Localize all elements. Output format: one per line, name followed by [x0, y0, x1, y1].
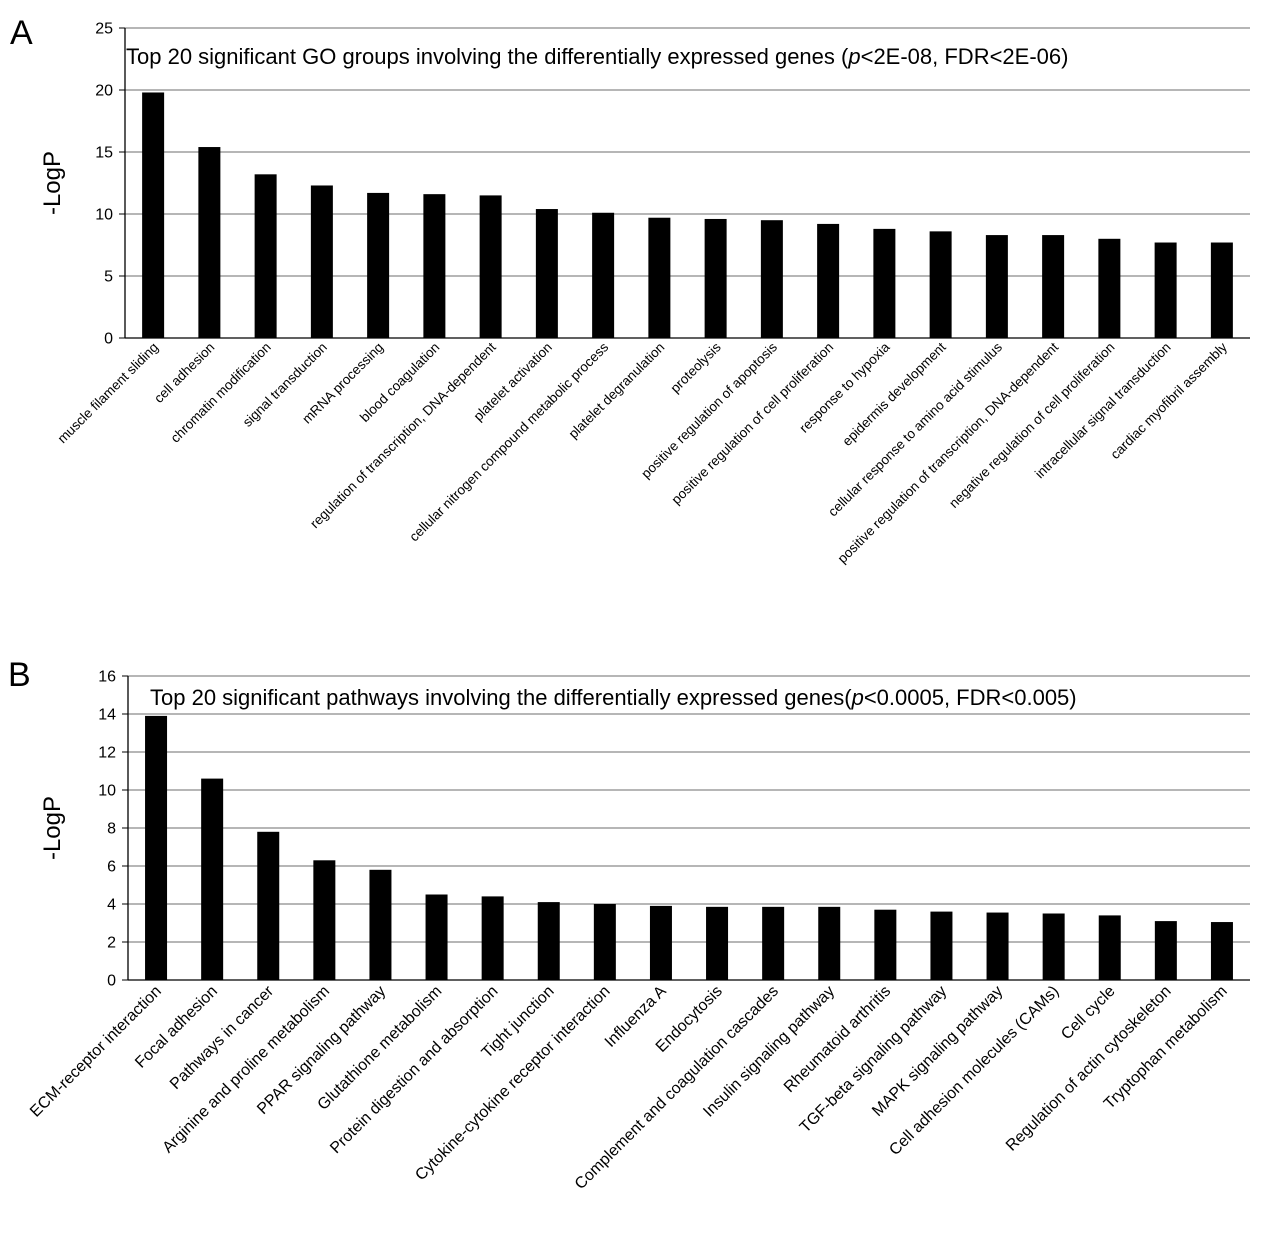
- x-tick-label: cellular nitrogen compound metabolic pro…: [406, 339, 611, 544]
- y-tick-label: 4: [107, 897, 116, 914]
- x-tick-label: muscle filament sliding: [55, 340, 162, 447]
- x-tick-label: Rheumatoid arthritis: [781, 983, 894, 1096]
- bar: [929, 231, 952, 338]
- y-axis-label: -LogP: [39, 151, 66, 215]
- bar: [986, 912, 1009, 980]
- bar: [310, 185, 333, 338]
- x-tick-label: Complement and coagulation cascades: [572, 983, 782, 1193]
- bar: [1098, 238, 1121, 338]
- x-tick-label: platelet degranulation: [566, 340, 668, 442]
- bar: [142, 92, 165, 338]
- bar: [1042, 913, 1065, 980]
- bar: [537, 902, 560, 980]
- y-tick-label: 20: [95, 83, 113, 100]
- bar: [145, 715, 168, 980]
- y-tick-label: 16: [98, 669, 116, 686]
- x-tick-label: Cell cycle: [1058, 983, 1119, 1044]
- bar: [257, 831, 280, 980]
- bar: [762, 906, 785, 980]
- bar: [423, 194, 446, 338]
- panel-b-chart: B 0 2 4 6 8 10 12 14 16 -LogP Top 20 significant pa…: [8, 656, 1250, 1193]
- bar: [1098, 915, 1121, 980]
- bar: [535, 209, 558, 338]
- bar: [254, 174, 277, 338]
- x-tick-label: Pathways in cancer: [167, 982, 278, 1093]
- bar: [593, 904, 616, 980]
- bar: [592, 212, 615, 338]
- bar: [1154, 242, 1177, 338]
- bar: [201, 778, 224, 980]
- y-tick-label: 2: [107, 935, 116, 952]
- y-tick-label: 8: [107, 821, 116, 838]
- bar: [648, 217, 671, 338]
- y-tick-label: 10: [95, 207, 113, 224]
- x-tick-label: epidermis development: [839, 339, 948, 448]
- bar: [425, 894, 448, 980]
- panel-label: A: [10, 14, 33, 52]
- y-tick-label: 14: [98, 707, 116, 724]
- bar: [649, 905, 672, 980]
- bar: [1210, 922, 1233, 980]
- bar: [1154, 921, 1177, 980]
- chart-title: Top 20 significant GO groups involving t…: [126, 44, 1068, 69]
- bar: [873, 228, 896, 338]
- bar: [369, 869, 392, 980]
- x-tick-label: cardiac myofibril assembly: [1107, 339, 1230, 462]
- y-axis-label: -LogP: [39, 796, 66, 860]
- y-tick-label: 0: [107, 973, 116, 990]
- bar: [1210, 242, 1233, 338]
- bar: [1042, 235, 1065, 338]
- bar: [760, 220, 783, 338]
- bar: [704, 218, 727, 338]
- bar: [930, 911, 953, 980]
- bar: [313, 860, 336, 980]
- bar: [817, 223, 840, 338]
- x-tick-label: proteolysis: [668, 339, 724, 395]
- bar: [479, 195, 502, 338]
- y-tick-label: 15: [95, 145, 113, 162]
- bar: [367, 192, 390, 338]
- y-tick-label: 25: [95, 21, 113, 38]
- panel-a-chart: A 0 5 10 15 20 25 -LogP Top 20 significant GO gr…: [10, 14, 1250, 566]
- bar: [874, 909, 897, 980]
- bar: [481, 896, 504, 980]
- bar: [706, 906, 729, 980]
- bar: [198, 147, 221, 338]
- x-tick-label: Cytokine-cytokine receptor interaction: [412, 983, 613, 1184]
- y-tick-label: 5: [104, 269, 113, 286]
- panel-label: B: [8, 656, 31, 694]
- y-tick-label: 12: [98, 745, 116, 762]
- y-tick-label: 10: [98, 783, 116, 800]
- y-tick-label: 6: [107, 859, 116, 876]
- bar: [985, 235, 1008, 338]
- bar: [818, 906, 841, 980]
- chart-title: Top 20 significant pathways involving th…: [150, 685, 1077, 710]
- y-tick-label: 0: [104, 331, 113, 348]
- x-tick-label: chromatin modification: [168, 340, 274, 446]
